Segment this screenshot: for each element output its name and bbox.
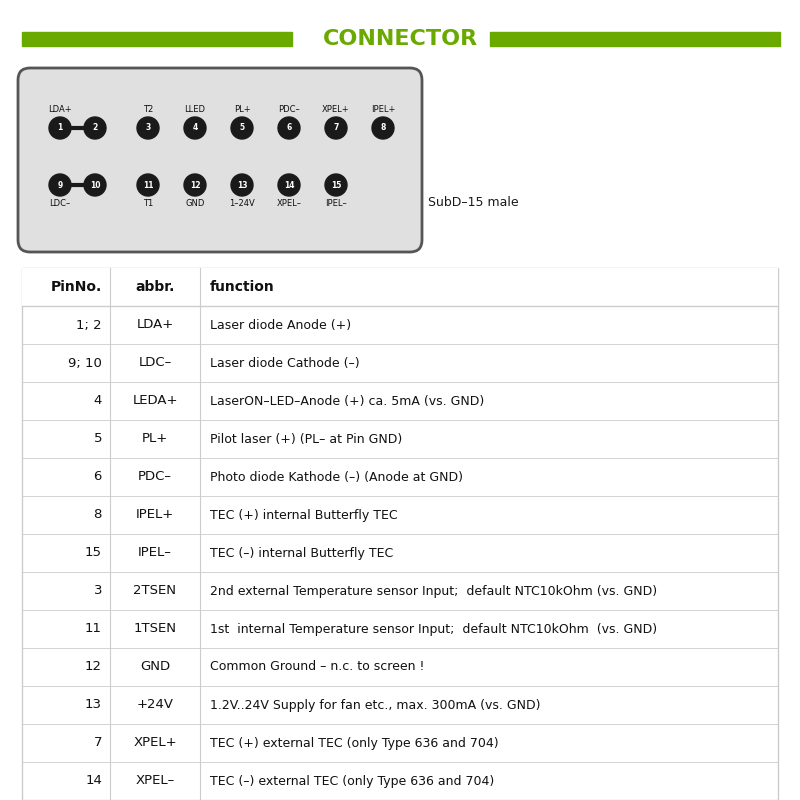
Text: 12: 12 — [85, 661, 102, 674]
Text: 15: 15 — [85, 546, 102, 559]
Text: IPEL+: IPEL+ — [136, 509, 174, 522]
Text: XPEL–: XPEL– — [135, 774, 174, 787]
Text: TEC (–) external TEC (only Type 636 and 704): TEC (–) external TEC (only Type 636 and … — [210, 774, 494, 787]
Text: 13: 13 — [237, 181, 247, 190]
Text: 14: 14 — [85, 774, 102, 787]
Text: 11: 11 — [142, 181, 154, 190]
Bar — [22, 268, 778, 800]
Text: function: function — [210, 280, 274, 294]
Text: PL+: PL+ — [234, 106, 250, 114]
Text: 1; 2: 1; 2 — [76, 318, 102, 331]
Circle shape — [84, 174, 106, 196]
Text: Laser diode Cathode (–): Laser diode Cathode (–) — [210, 357, 360, 370]
Text: SubD–15 male: SubD–15 male — [428, 197, 518, 210]
Circle shape — [184, 117, 206, 139]
Text: XPEL+: XPEL+ — [322, 106, 350, 114]
Text: 10: 10 — [90, 181, 100, 190]
Text: 1st  internal Temperature sensor Input;  default NTC10kOhm  (vs. GND): 1st internal Temperature sensor Input; d… — [210, 622, 657, 635]
Text: T2: T2 — [143, 106, 153, 114]
Circle shape — [84, 117, 106, 139]
Text: 2nd external Temperature sensor Input;  default NTC10kOhm (vs. GND): 2nd external Temperature sensor Input; d… — [210, 585, 657, 598]
Text: Pilot laser (+) (PL– at Pin GND): Pilot laser (+) (PL– at Pin GND) — [210, 433, 402, 446]
Text: 7: 7 — [334, 123, 338, 133]
Text: XPEL–: XPEL– — [277, 199, 302, 209]
Circle shape — [49, 174, 71, 196]
Text: PDC–: PDC– — [138, 470, 172, 483]
Circle shape — [278, 174, 300, 196]
Text: Common Ground – n.c. to screen !: Common Ground – n.c. to screen ! — [210, 661, 425, 674]
Text: 5: 5 — [239, 123, 245, 133]
Circle shape — [137, 174, 159, 196]
Text: LaserON–LED–Anode (+) ca. 5mA (vs. GND): LaserON–LED–Anode (+) ca. 5mA (vs. GND) — [210, 394, 484, 407]
Circle shape — [325, 117, 347, 139]
Text: CONNECTOR: CONNECTOR — [322, 29, 478, 49]
Text: PDC–: PDC– — [278, 106, 300, 114]
Text: XPEL+: XPEL+ — [133, 737, 177, 750]
Text: LLED: LLED — [185, 106, 206, 114]
Text: 13: 13 — [85, 698, 102, 711]
Text: LDA+: LDA+ — [136, 318, 174, 331]
Text: PL+: PL+ — [142, 433, 168, 446]
Circle shape — [278, 117, 300, 139]
Text: Photo diode Kathode (–) (Anode at GND): Photo diode Kathode (–) (Anode at GND) — [210, 470, 463, 483]
Text: abbr.: abbr. — [135, 280, 174, 294]
Text: T1: T1 — [143, 199, 153, 209]
Text: PinNo.: PinNo. — [50, 280, 102, 294]
Text: IPEL–: IPEL– — [138, 546, 172, 559]
FancyBboxPatch shape — [18, 68, 422, 252]
Text: LEDA+: LEDA+ — [132, 394, 178, 407]
Text: GND: GND — [186, 199, 205, 209]
Text: 3: 3 — [94, 585, 102, 598]
Circle shape — [137, 117, 159, 139]
Bar — [22, 32, 292, 46]
Text: 6: 6 — [94, 470, 102, 483]
Text: 1: 1 — [58, 123, 62, 133]
Text: 2TSEN: 2TSEN — [134, 585, 177, 598]
Bar — [22, 268, 778, 306]
Circle shape — [231, 117, 253, 139]
Circle shape — [49, 117, 71, 139]
Text: LDA+: LDA+ — [48, 106, 72, 114]
Text: Laser diode Anode (+): Laser diode Anode (+) — [210, 318, 351, 331]
Text: TEC (+) external TEC (only Type 636 and 704): TEC (+) external TEC (only Type 636 and … — [210, 737, 498, 750]
Text: 1TSEN: 1TSEN — [134, 622, 177, 635]
Text: 4: 4 — [192, 123, 198, 133]
Circle shape — [184, 174, 206, 196]
Text: 11: 11 — [85, 622, 102, 635]
Text: GND: GND — [140, 661, 170, 674]
Text: LDC–: LDC– — [138, 357, 172, 370]
Text: TEC (–) internal Butterfly TEC: TEC (–) internal Butterfly TEC — [210, 546, 394, 559]
Text: 3: 3 — [146, 123, 150, 133]
Text: 1.2V..24V Supply for fan etc., max. 300mA (vs. GND): 1.2V..24V Supply for fan etc., max. 300m… — [210, 698, 541, 711]
Text: 9: 9 — [58, 181, 62, 190]
Text: IPEL–: IPEL– — [325, 199, 347, 209]
Text: 8: 8 — [94, 509, 102, 522]
Text: +24V: +24V — [137, 698, 174, 711]
Text: 7: 7 — [94, 737, 102, 750]
Text: 14: 14 — [284, 181, 294, 190]
Circle shape — [231, 174, 253, 196]
Text: 6: 6 — [286, 123, 292, 133]
Bar — [490, 32, 780, 46]
Text: 15: 15 — [331, 181, 341, 190]
Text: TEC (+) internal Butterfly TEC: TEC (+) internal Butterfly TEC — [210, 509, 398, 522]
Text: 2: 2 — [92, 123, 98, 133]
Text: 5: 5 — [94, 433, 102, 446]
Text: 4: 4 — [94, 394, 102, 407]
Circle shape — [325, 174, 347, 196]
Circle shape — [372, 117, 394, 139]
Text: 8: 8 — [380, 123, 386, 133]
Text: IPEL+: IPEL+ — [371, 106, 395, 114]
Text: 1–24V: 1–24V — [229, 199, 255, 209]
Text: 12: 12 — [190, 181, 200, 190]
Text: LDC–: LDC– — [50, 199, 70, 209]
Text: 9; 10: 9; 10 — [68, 357, 102, 370]
